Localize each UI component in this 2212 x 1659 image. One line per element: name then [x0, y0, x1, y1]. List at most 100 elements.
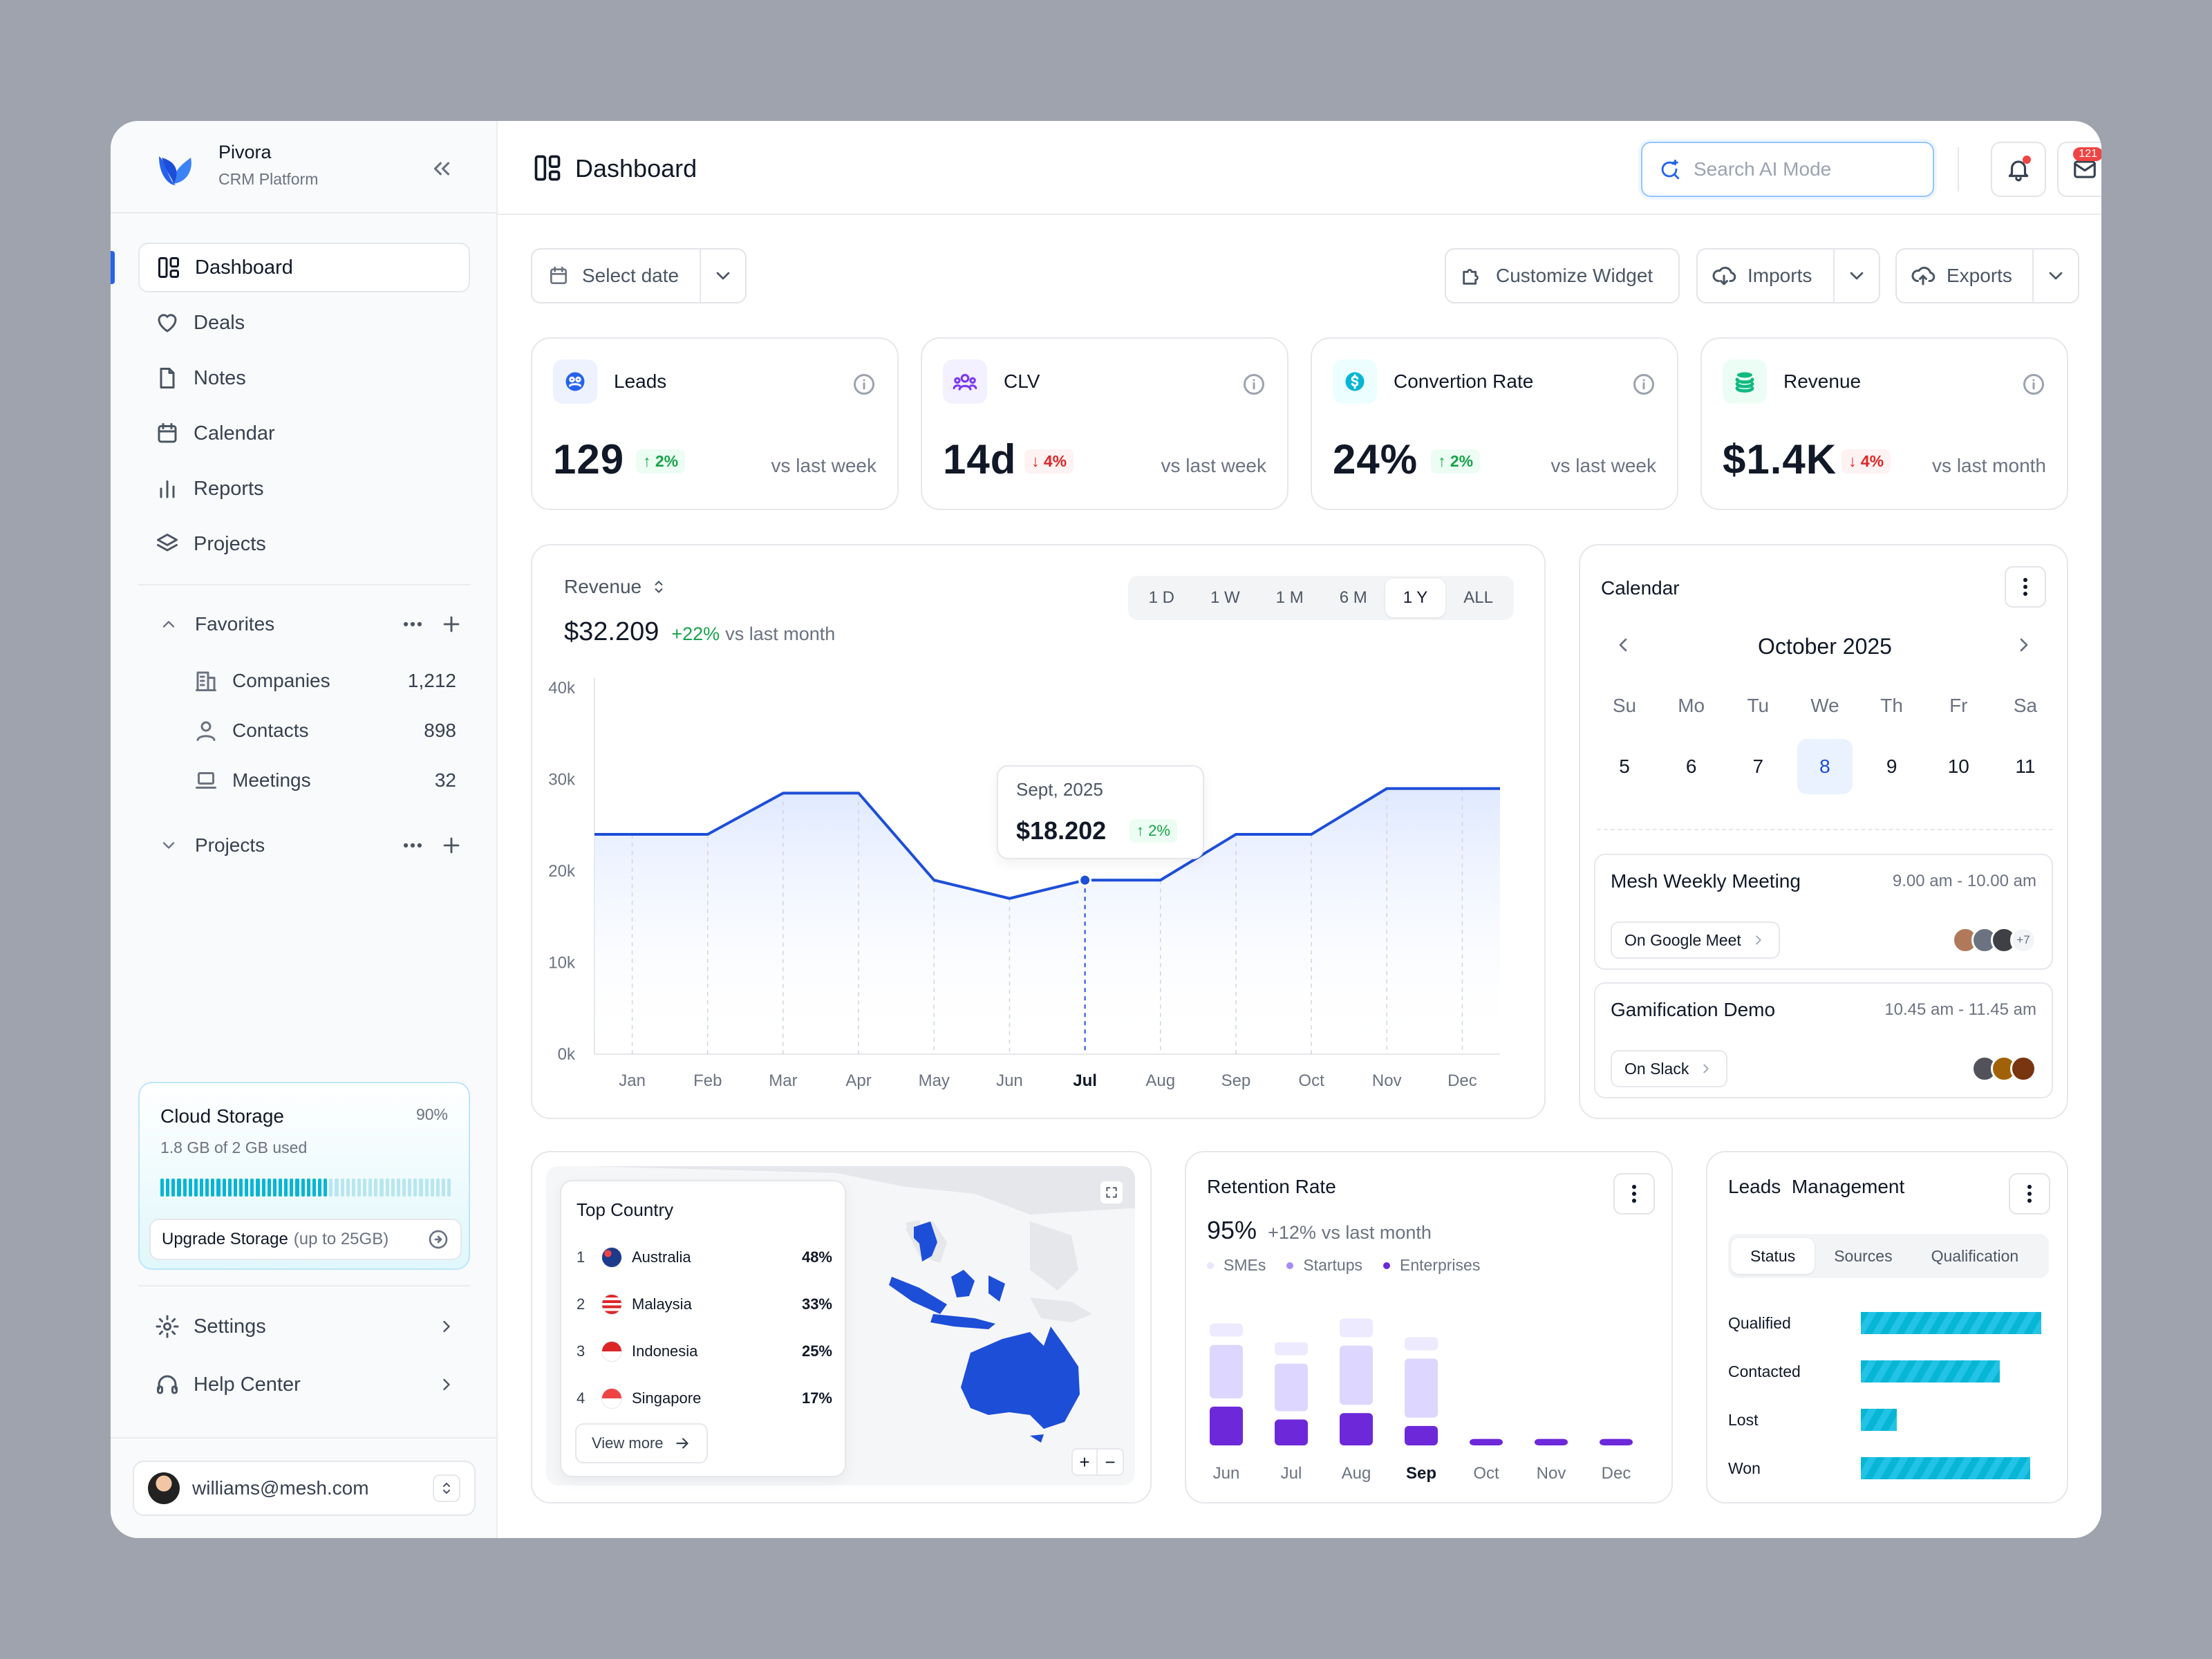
country-row[interactable]: 3 Indonesia 25% [577, 1328, 832, 1375]
range-tab[interactable]: 1 M [1275, 588, 1304, 607]
retention-bar-segment[interactable] [1210, 1344, 1243, 1398]
lead-status-bar[interactable] [1861, 1457, 2030, 1479]
info-icon[interactable] [852, 372, 877, 397]
view-more-button[interactable]: View more [575, 1423, 708, 1463]
nav-help-center[interactable]: Help Center [138, 1360, 463, 1409]
favorite-meetings[interactable]: Meetings 32 [194, 761, 456, 800]
lead-status-bar[interactable] [1861, 1409, 1897, 1431]
kpi-card-conversion: Convertion Rate 24% ↑ 2% vs last week [1311, 337, 1678, 510]
heart-icon [155, 310, 180, 335]
nav-dashboard[interactable]: Dashboard [138, 243, 470, 292]
kpi-change: ↑ 2% [1431, 449, 1481, 474]
fullscreen-icon[interactable] [1099, 1180, 1124, 1205]
retention-bar-segment[interactable] [1405, 1337, 1438, 1351]
date-select[interactable]: Select date [531, 248, 747, 303]
calendar-day[interactable]: 5 [1619, 756, 1630, 777]
country-row[interactable]: 1 Australia 48% [577, 1234, 832, 1281]
zoom-out-button[interactable]: − [1105, 1451, 1116, 1472]
leads-tab[interactable]: Status [1731, 1238, 1815, 1274]
notifications-button[interactable] [1991, 142, 2046, 197]
country-row[interactable]: 2 Malaysia 33% [577, 1281, 832, 1328]
nav-settings[interactable]: Settings [138, 1302, 463, 1351]
weekday-label: Tu [1747, 695, 1770, 716]
nav-notes[interactable]: Notes [138, 353, 470, 403]
retention-bar-segment[interactable] [1340, 1413, 1373, 1445]
favorite-contacts[interactable]: Contacts 898 [194, 711, 456, 750]
retention-more-button[interactable] [1613, 1173, 1655, 1215]
customize-widget-button[interactable]: Customize Widget [1445, 248, 1680, 303]
event-card[interactable]: Gamification Demo 10.45 am - 11.45 am On… [1594, 982, 2053, 1098]
retention-bar-segment[interactable] [1340, 1318, 1373, 1338]
range-tab[interactable]: 1 Y [1385, 579, 1446, 617]
range-tab[interactable]: 1 D [1148, 588, 1174, 607]
search-input[interactable]: Search AI Mode [1641, 142, 1934, 197]
retention-title: Retention Rate [1207, 1176, 1336, 1197]
leads-tab[interactable]: Sources [1834, 1246, 1893, 1265]
retention-bar-segment[interactable] [1405, 1358, 1438, 1418]
leads-tab[interactable]: Qualification [1931, 1246, 2019, 1265]
calendar-day[interactable]: 9 [1886, 756, 1897, 777]
nav-projects[interactable]: Projects [138, 519, 470, 569]
lead-status-bar[interactable] [1861, 1360, 2000, 1382]
calendar-day[interactable]: 10 [1947, 756, 1969, 777]
more-icon[interactable] [401, 834, 424, 857]
nav-deals[interactable]: Deals [138, 298, 470, 348]
range-tab[interactable]: 1 W [1210, 588, 1240, 607]
exports-button[interactable]: Exports [1895, 248, 2079, 303]
projects-header[interactable]: Projects [159, 826, 463, 865]
tooltip-change: ↑ 2% [1130, 819, 1177, 843]
weekday-label: Fr [1949, 695, 1968, 716]
retention-bar-segment[interactable] [1275, 1342, 1308, 1356]
chevron-left-icon[interactable] [1612, 634, 1634, 656]
retention-bar-segment[interactable] [1405, 1425, 1438, 1445]
collapse-sidebar-icon[interactable] [429, 156, 455, 182]
favorite-companies[interactable]: Companies 1,212 [194, 662, 456, 700]
more-icon[interactable] [401, 612, 424, 636]
revenue-title[interactable]: Revenue [564, 576, 668, 598]
kpi-change: ↑ 2% [636, 449, 686, 474]
logo-icon [159, 156, 191, 185]
retention-bar-segment[interactable] [1600, 1438, 1633, 1445]
calendar-day[interactable]: 6 [1685, 756, 1697, 777]
info-icon[interactable] [1241, 372, 1266, 397]
nav-reports[interactable]: Reports [138, 464, 470, 514]
retention-bar-segment[interactable] [1470, 1438, 1503, 1445]
retention-bar-segment[interactable] [1210, 1323, 1243, 1337]
storage-tick [222, 1179, 226, 1197]
storage-tick [284, 1179, 288, 1197]
imports-button[interactable]: Imports [1696, 248, 1880, 303]
retention-bar-segment[interactable] [1340, 1345, 1373, 1405]
calendar-day[interactable]: 8 [1797, 739, 1853, 794]
plus-icon[interactable] [440, 834, 463, 857]
kpi-label: CLV [1004, 371, 1040, 392]
leads-more-button[interactable] [2009, 1173, 2050, 1215]
favorites-header[interactable]: Favorites [159, 605, 463, 644]
zoom-in-button[interactable]: + [1073, 1450, 1098, 1474]
calendar-day[interactable]: 7 [1752, 756, 1764, 777]
calendar-more-button[interactable] [2005, 566, 2046, 608]
event-card[interactable]: Mesh Weekly Meeting 9.00 am - 10.00 am O… [1594, 854, 2053, 970]
chevron-right-icon[interactable] [2013, 634, 2035, 656]
mail-button[interactable]: 121 [2057, 142, 2101, 197]
range-tab[interactable]: 6 M [1339, 588, 1367, 607]
user-menu[interactable]: williams@mesh.com [133, 1461, 476, 1516]
retention-bar-segment[interactable] [1210, 1406, 1243, 1445]
range-tab[interactable]: ALL [1463, 588, 1493, 607]
country-row[interactable]: 4 Singapore 17% [577, 1375, 832, 1422]
retention-bar-segment[interactable] [1535, 1438, 1568, 1445]
upgrade-storage-button[interactable]: Upgrade Storage (up to 25GB) [149, 1219, 462, 1260]
retention-bar-segment[interactable] [1275, 1363, 1308, 1412]
event-location-button[interactable]: On Google Meet [1611, 921, 1780, 959]
nav-calendar[interactable]: Calendar [138, 409, 470, 458]
info-icon[interactable] [2021, 372, 2046, 397]
plus-icon[interactable] [440, 612, 463, 636]
info-icon[interactable] [1631, 372, 1656, 397]
event-location-button[interactable]: On Slack [1611, 1050, 1728, 1087]
storage-card: Cloud Storage 90% 1.8 GB of 2 GB used Up… [138, 1082, 470, 1270]
lead-status-bar[interactable] [1861, 1312, 2042, 1334]
highlight-point[interactable] [1078, 873, 1092, 887]
retention-bar-segment[interactable] [1275, 1419, 1308, 1445]
lead-status-row: Lost [1728, 1396, 2049, 1444]
calendar-day[interactable]: 11 [2015, 756, 2036, 777]
kpi-compare: vs last month [1932, 455, 2046, 476]
